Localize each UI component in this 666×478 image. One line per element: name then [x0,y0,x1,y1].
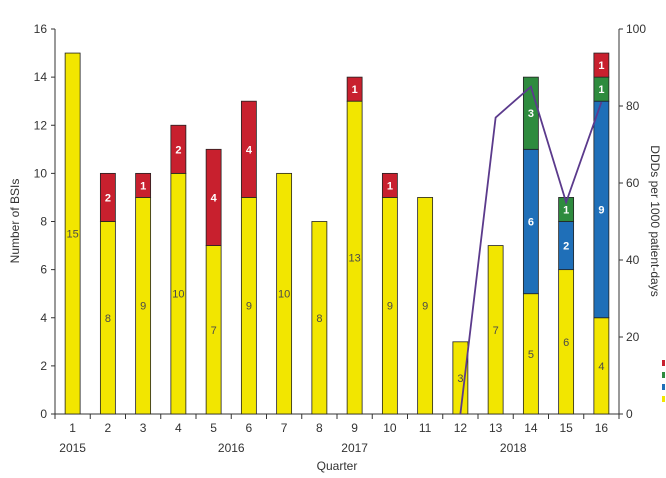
year-label: 2018 [500,441,527,455]
bar-data-label: 8 [316,313,322,325]
x-tick-label: 6 [246,421,253,435]
bar-segment [487,245,504,415]
x-tick-label: 15 [559,421,573,435]
bars-group [64,52,610,415]
x-tick-label: 13 [489,421,503,435]
y2-tick-label: 20 [626,330,640,344]
bar-data-label: 4 [211,192,218,204]
bar-segment [311,221,328,415]
bar-data-label: 7 [493,325,499,337]
bar-data-label: 3 [528,108,534,120]
legend-swatch [662,360,665,366]
y2-tick-label: 60 [626,176,640,190]
bar-data-label: 3 [457,373,463,385]
bar-data-label: 7 [211,325,217,337]
y-tick-label: 10 [34,166,48,180]
y-tick-label: 6 [40,263,47,277]
y-tick-label: 14 [34,70,48,84]
bar-segment [558,197,575,222]
bar-data-label: 2 [105,192,111,204]
y2-tick-label: 100 [626,22,646,36]
x-tick-label: 7 [281,421,288,435]
bar-data-label: 1 [563,204,569,216]
bar-data-label: 6 [528,217,534,229]
bar-data-label: 5 [528,349,534,361]
year-label: 2017 [341,441,368,455]
bar-segment [381,172,398,198]
legend-swatch [662,384,665,390]
bar-segment [240,100,257,198]
bar-data-label: 1 [598,60,604,72]
x-tick-label: 10 [383,421,397,435]
bar-data-label: 13 [349,253,361,265]
bar-segment [99,172,116,222]
bar-segment [205,148,222,246]
y-tick-label: 12 [34,118,48,132]
y-tick-label: 0 [40,407,47,421]
legend-swatch [662,396,665,402]
bar-data-label: 10 [172,289,184,301]
bar-segment [346,76,363,102]
bar-data-label: 4 [246,144,253,156]
y-tick-label: 4 [40,311,47,325]
x-tick-label: 14 [524,421,538,435]
bar-segment [593,52,610,78]
bar-segment [276,172,293,415]
bar-data-label: 1 [140,180,146,192]
bar-data-label: 2 [175,144,181,156]
bar-data-label: 4 [598,361,604,373]
x-tick-label: 11 [419,421,432,435]
bar-data-label: 1 [387,180,393,192]
y2-axis-title: DDDs per 1000 patient-days [648,145,662,296]
bar-segment [135,172,152,198]
y2-tick-label: 40 [626,253,640,267]
bar-segment [64,52,81,415]
x-tick-label: 3 [140,421,147,435]
bar-data-label: 9 [422,301,428,313]
x-tick-label: 9 [351,421,358,435]
y2-tick-label: 0 [626,407,633,421]
y-tick-label: 2 [40,359,47,373]
ddd-line [459,85,603,415]
year-label: 2016 [218,441,245,455]
x-axis-title: Quarter [317,459,358,473]
bar-segment [170,124,187,174]
bar-data-label: 1 [598,84,604,96]
bar-data-label: 8 [105,313,111,325]
bar-data-label: 9 [387,301,393,313]
legend-swatch [662,372,665,378]
bar-segment [417,197,434,415]
bar-data-label: 9 [140,301,146,313]
y2-tick-label: 80 [626,99,640,113]
x-tick-label: 5 [210,421,217,435]
x-tick-label: 12 [454,421,468,435]
y-tick-label: 8 [40,215,47,229]
bar-data-label: 2 [563,241,569,253]
x-tick-label: 2 [105,421,112,435]
bar-data-label: 6 [563,337,569,349]
year-label: 2015 [59,441,86,455]
x-tick-label: 4 [175,421,182,435]
bar-data-label: 15 [67,229,79,241]
x-tick-label: 16 [595,421,609,435]
bar-data-label: 9 [598,204,604,216]
y-tick-label: 16 [34,22,48,36]
line-group [459,85,603,415]
x-tick-label: 8 [316,421,323,435]
bar-data-label: 10 [278,289,290,301]
bar-data-label: 9 [246,301,252,313]
x-tick-label: 1 [69,421,76,435]
bar-data-label: 1 [352,84,358,96]
y-axis-title: Number of BSIs [8,179,22,264]
